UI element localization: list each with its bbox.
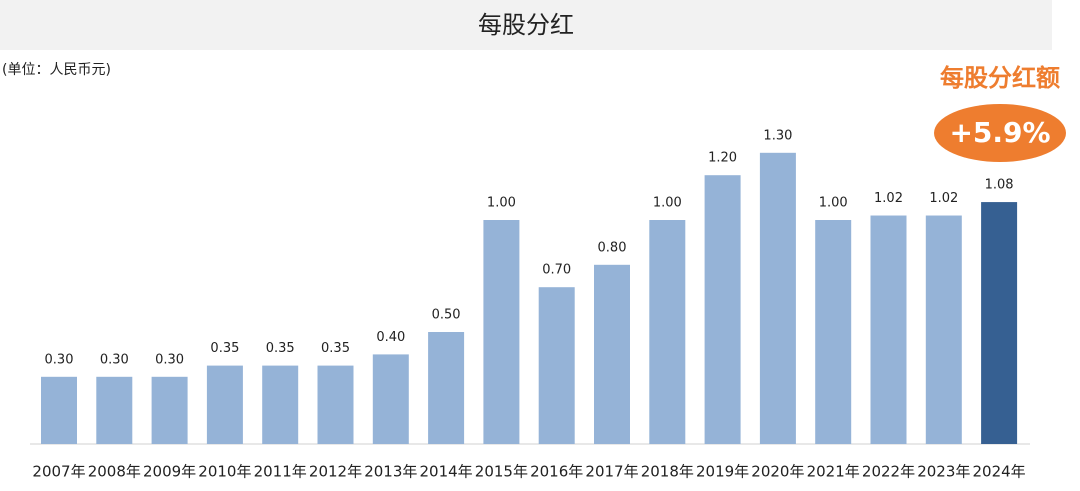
- x-tick-label: 2011年: [254, 463, 307, 481]
- x-tick-label: 2024年: [973, 463, 1026, 481]
- value-label: 1.00: [653, 196, 682, 211]
- bar: [151, 376, 188, 444]
- x-tick-label: 2023年: [917, 463, 970, 481]
- unit-label: (单位：人民币元): [2, 62, 111, 78]
- annotation: 每股分红额: [940, 64, 1060, 92]
- bar: [538, 287, 575, 444]
- x-tick-label: 2014年: [420, 463, 473, 481]
- value-label: 0.40: [376, 330, 405, 345]
- x-tick-label: 2022年: [862, 463, 915, 481]
- value-label: 1.00: [819, 196, 848, 211]
- value-label: 1.08: [985, 178, 1014, 193]
- value-label: 0.30: [45, 352, 74, 367]
- bar: [41, 376, 77, 444]
- value-label: 1.00: [487, 196, 516, 211]
- chart-title: 每股分红: [478, 11, 574, 39]
- x-tick-label: 2010年: [198, 463, 251, 481]
- bar: [981, 202, 1018, 444]
- value-label: 0.80: [598, 240, 627, 255]
- highlight-badge: [934, 104, 1066, 162]
- value-label: 1.30: [763, 128, 792, 143]
- value-label: 0.35: [266, 341, 295, 356]
- bar: [594, 264, 630, 444]
- x-tick-label: 2007年: [32, 463, 85, 481]
- bar: [925, 215, 962, 444]
- bar: [704, 175, 741, 444]
- x-tick-label: 2009年: [143, 463, 196, 481]
- x-tick-label: 2020年: [751, 463, 804, 481]
- x-tick-label: 2018年: [641, 463, 694, 481]
- bar: [206, 365, 243, 444]
- bar: [759, 152, 796, 445]
- value-label: 0.35: [321, 341, 350, 356]
- value-label: 1.02: [929, 191, 958, 206]
- value-label: 0.30: [100, 352, 129, 367]
- value-label: 0.35: [210, 341, 239, 356]
- value-label: 0.70: [542, 263, 571, 278]
- value-label: 0.50: [432, 308, 461, 323]
- bar: [262, 365, 299, 444]
- x-tick-label: 2021年: [807, 463, 860, 481]
- x-tick-label: 2013年: [364, 463, 417, 481]
- bar: [372, 354, 409, 444]
- x-tick-label: 2017年: [585, 463, 638, 481]
- title-band: [0, 0, 1052, 50]
- bar: [96, 376, 133, 444]
- value-label: 0.30: [155, 352, 184, 367]
- x-tick-label: 2012年: [309, 463, 362, 481]
- value-label: 1.02: [874, 191, 903, 206]
- x-tick-label: 2015年: [475, 463, 528, 481]
- bar: [428, 332, 465, 444]
- bar: [870, 215, 907, 444]
- x-tick-label: 2016年: [530, 463, 583, 481]
- bar: [317, 365, 354, 444]
- x-tick-label: 2008年: [88, 463, 141, 481]
- value-label: 1.20: [708, 151, 737, 166]
- highlight-text: +5.9%: [949, 116, 1050, 149]
- x-tick-label: 2019年: [696, 463, 749, 481]
- bar: [815, 220, 852, 444]
- bar: [483, 220, 520, 444]
- bar: [649, 220, 686, 444]
